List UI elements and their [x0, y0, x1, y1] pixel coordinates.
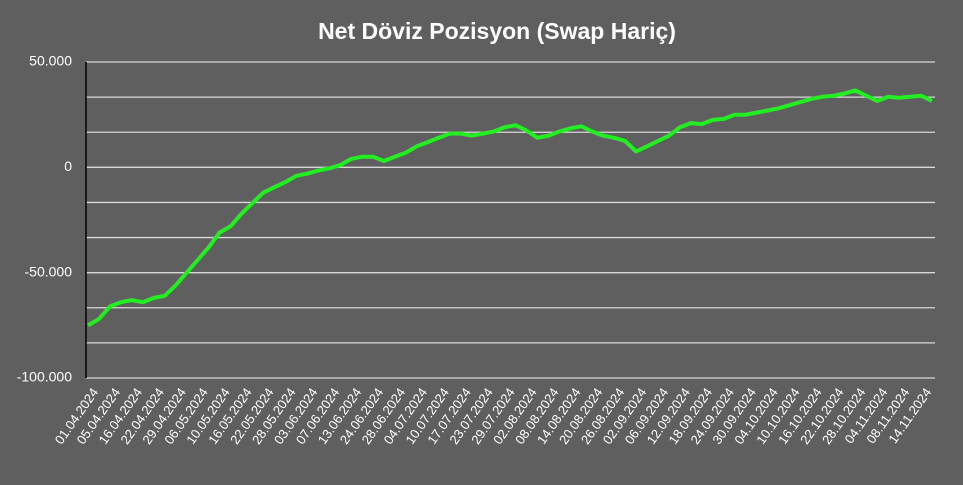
y-tick-label: 0: [64, 158, 72, 174]
data-line: [87, 88, 933, 328]
y-tick-label: -100.000: [17, 369, 72, 385]
y-tick-label: -50.000: [25, 263, 73, 279]
y-tick-label: 50.000: [29, 53, 72, 69]
chart-title: Net Döviz Pozisyon (Swap Hariç): [318, 18, 676, 44]
